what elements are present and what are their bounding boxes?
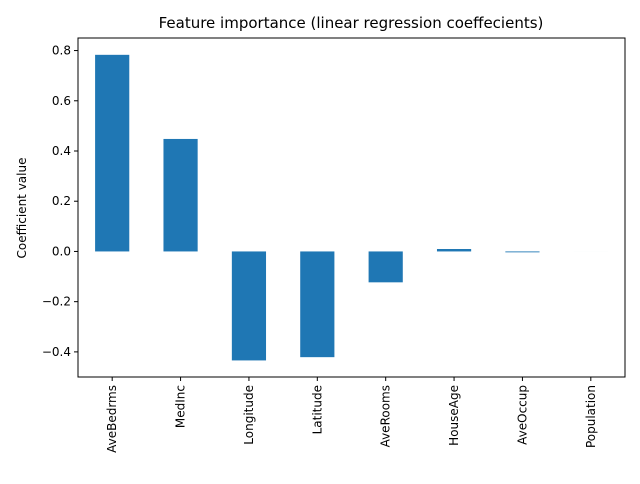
plot-frame: [78, 38, 625, 377]
x-tick-label: AveBedrms: [105, 385, 119, 453]
x-tick-label: Latitude: [310, 385, 324, 434]
bars: [95, 55, 608, 361]
y-tick-label: 0.0: [52, 244, 71, 258]
x-tick-label: Longitude: [242, 385, 256, 445]
x-tick-label: Population: [584, 385, 598, 448]
y-tick-label: 0.8: [52, 44, 71, 58]
bar-houseage: [437, 249, 471, 251]
bar-avebedrms: [95, 55, 129, 252]
bar-medinc: [163, 139, 197, 251]
bar-latitude: [300, 251, 334, 357]
y-tick-label: −0.2: [42, 295, 71, 309]
x-tick-label: AveOccup: [515, 385, 529, 445]
x-tick-label: AveRooms: [379, 385, 393, 447]
y-tick-label: −0.4: [42, 345, 71, 359]
bar-longitude: [232, 251, 266, 360]
bar-averooms: [369, 251, 403, 282]
y-axis-label: Coefficient value: [15, 158, 29, 259]
chart-title: Feature importance (linear regression co…: [159, 14, 544, 32]
y-tick-label: 0.2: [52, 194, 71, 208]
y-tick-label: 0.6: [52, 94, 71, 108]
x-tick-label: MedInc: [174, 385, 188, 428]
y-tick-label: 0.4: [52, 144, 71, 158]
x-axis-ticks: AveBedrms MedInc Longitude Latitude AveRooms…: [105, 377, 598, 453]
x-tick-label: HouseAge: [447, 385, 461, 446]
bar-aveoccup: [505, 251, 539, 252]
y-axis-ticks: −0.4 −0.2 0.0 0.2 0.4 0.6 0.8: [42, 44, 78, 359]
